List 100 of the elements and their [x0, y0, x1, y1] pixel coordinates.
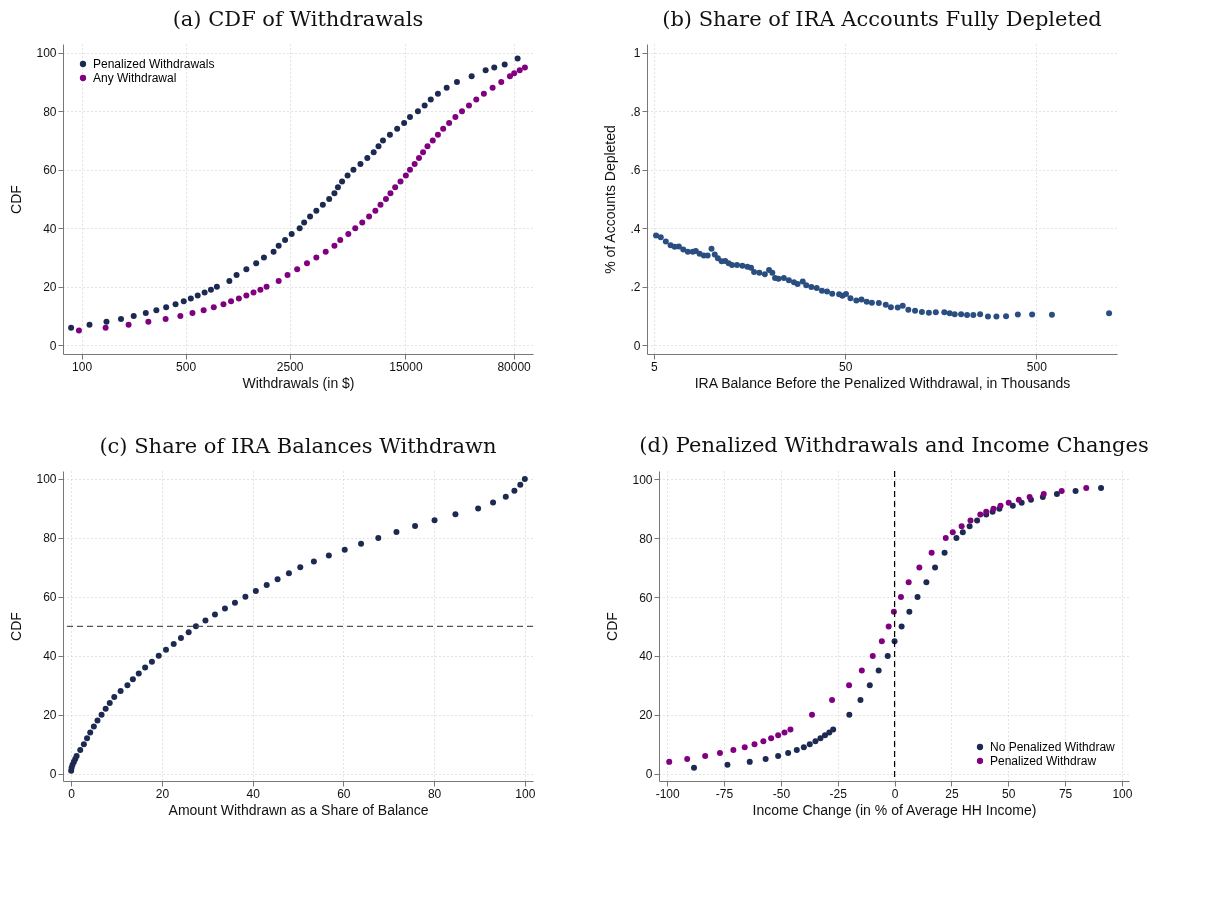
x-tick-label: 2500: [276, 359, 304, 374]
point: [412, 523, 419, 530]
x-tick-label: 80000: [497, 359, 532, 374]
x-tick-label: 40: [246, 786, 261, 801]
x-tick-label: 5: [651, 359, 659, 374]
x-axis-title: Withdrawals (in $): [242, 374, 355, 391]
point: [102, 705, 109, 712]
point: [724, 761, 731, 768]
point: [966, 523, 973, 530]
x-axis-title: Amount Withdrawn as a Share of Balance: [168, 801, 429, 818]
y-tick-label: 100: [36, 46, 57, 61]
y-tick-label: 40: [43, 221, 57, 236]
y-tick-label: 100: [36, 472, 57, 487]
point: [977, 511, 984, 518]
point: [274, 576, 281, 583]
point: [375, 534, 382, 541]
y-tick-label: 40: [639, 649, 653, 664]
x-tick-label: 500: [176, 359, 197, 374]
point: [702, 752, 709, 759]
y-tick-label: 0: [633, 338, 641, 353]
y-tick-label: 0: [49, 338, 57, 353]
legend-label: Penalized Withdraw: [990, 754, 1097, 768]
point: [666, 758, 673, 765]
point: [746, 758, 753, 765]
point: [878, 638, 885, 645]
point: [170, 640, 177, 647]
point: [98, 711, 105, 718]
legend-label: No Penalized Withdraw: [990, 740, 1116, 754]
point: [817, 735, 824, 742]
point: [751, 741, 758, 748]
point: [517, 481, 524, 488]
y-tick-label: 20: [43, 708, 57, 723]
point: [762, 755, 769, 762]
point: [974, 517, 981, 524]
point: [730, 747, 737, 754]
x-tick-label: 75: [1058, 786, 1073, 801]
x-axis-title: Income Change (in % of Average HH Income): [752, 801, 1037, 818]
point: [135, 670, 142, 677]
y-tick-label: 40: [43, 649, 57, 664]
legend-label: Penalized Withdrawals: [93, 57, 215, 71]
point: [211, 611, 218, 618]
y-axis-title: CDF: [8, 185, 25, 214]
point: [129, 676, 136, 683]
point: [826, 729, 833, 736]
point: [829, 697, 836, 704]
chart-title: (a) CDF of Withdrawals: [172, 7, 424, 31]
point: [87, 729, 94, 736]
y-tick-label: 1: [633, 46, 641, 61]
point: [897, 594, 904, 600]
point: [155, 652, 162, 659]
y-axis-title: CDF: [8, 612, 25, 641]
point: [452, 511, 459, 518]
y-axis-title: % of Accounts Depleted: [602, 125, 619, 274]
point: [869, 652, 876, 659]
point: [906, 608, 913, 615]
x-tick-label: -50: [772, 786, 791, 801]
y-axis-title: CDF: [604, 612, 621, 641]
point: [898, 623, 905, 630]
x-tick-label: -100: [655, 786, 681, 801]
point: [787, 726, 794, 733]
y-tick-label: 20: [43, 280, 57, 295]
point: [142, 664, 149, 671]
y-tick-label: 0: [645, 767, 653, 782]
x-tick-label: 80: [427, 786, 442, 801]
point: [106, 699, 113, 706]
point: [1005, 499, 1012, 506]
x-tick-label: 20: [155, 786, 170, 801]
point: [914, 594, 921, 600]
point: [928, 549, 935, 556]
point: [932, 564, 939, 571]
point: [905, 579, 912, 586]
point: [809, 711, 816, 718]
point: [475, 505, 482, 512]
point: [1083, 485, 1090, 492]
y-tick-label: 60: [639, 590, 653, 605]
point: [511, 487, 518, 494]
point: [202, 617, 209, 624]
y-tick-label: 80: [43, 104, 57, 119]
point: [185, 629, 192, 636]
x-tick-label: 500: [1026, 359, 1048, 374]
point: [830, 726, 837, 733]
point: [806, 741, 813, 748]
x-tick-label: 15000: [389, 359, 423, 374]
point: [521, 475, 528, 482]
point: [297, 564, 304, 571]
chart-title: (c) Share of IRA Balances Withdrawn: [99, 434, 497, 458]
point: [941, 549, 948, 556]
point: [800, 744, 807, 751]
y-tick-label: .8: [630, 104, 641, 119]
point: [393, 529, 400, 535]
point: [285, 570, 292, 577]
x-tick-label: 100: [1112, 786, 1133, 801]
point: [231, 599, 238, 606]
point: [923, 579, 930, 586]
point: [884, 652, 891, 659]
point: [431, 517, 438, 524]
point: [242, 593, 249, 600]
point: [781, 729, 788, 736]
point: [716, 750, 723, 757]
y-tick-label: 100: [632, 472, 653, 487]
